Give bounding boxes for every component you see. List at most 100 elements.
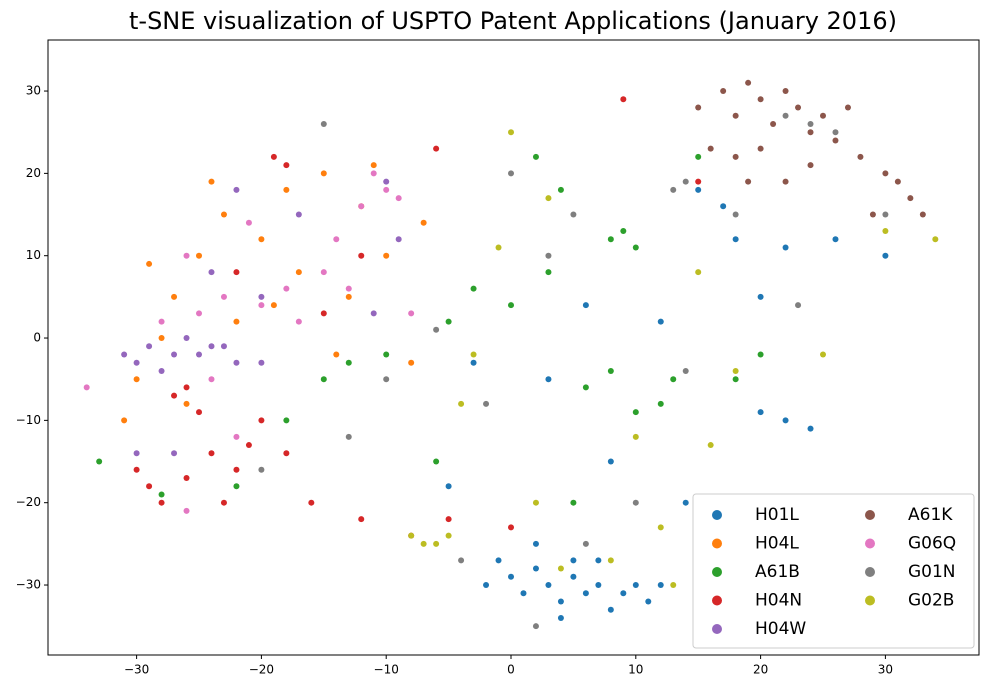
point (732, 112, 739, 119)
y-tick-label: −10 (16, 413, 41, 427)
point (557, 614, 564, 621)
legend-label: H04L (755, 534, 799, 554)
point (171, 351, 178, 358)
point (208, 343, 215, 350)
point (270, 302, 277, 309)
point (682, 367, 689, 374)
point (695, 104, 702, 111)
legend-label: H04N (755, 591, 802, 611)
point (233, 269, 240, 276)
point (894, 178, 901, 185)
legend-marker (712, 595, 722, 606)
point (383, 252, 390, 259)
point (358, 203, 365, 210)
legend-label: H01L (755, 505, 799, 525)
point (196, 409, 203, 416)
point (220, 211, 227, 218)
point (233, 466, 240, 473)
point (333, 351, 340, 358)
point (171, 392, 178, 399)
point (620, 228, 627, 235)
point (869, 211, 876, 218)
point (220, 499, 227, 506)
point (208, 178, 215, 185)
point (258, 417, 265, 424)
point (433, 540, 440, 547)
point (383, 351, 390, 358)
point (632, 582, 639, 589)
point (595, 557, 602, 564)
point (470, 359, 477, 366)
point (695, 178, 702, 185)
point (158, 491, 165, 498)
point (770, 120, 777, 127)
x-tick-label: 20 (753, 663, 768, 677)
point (732, 153, 739, 160)
point (370, 310, 377, 317)
y-tick-label: −20 (16, 495, 41, 509)
point (220, 343, 227, 350)
point (133, 466, 140, 473)
point (745, 178, 752, 185)
point (146, 343, 153, 350)
point (932, 236, 939, 243)
point (732, 211, 739, 218)
point (757, 351, 764, 358)
point (882, 228, 889, 235)
point (133, 359, 140, 366)
point (233, 483, 240, 490)
point (732, 367, 739, 374)
legend-marker (712, 538, 722, 549)
point (258, 236, 265, 243)
point (732, 236, 739, 243)
point (620, 96, 627, 103)
point (707, 442, 714, 449)
point (308, 499, 315, 506)
point (607, 557, 614, 564)
point (133, 450, 140, 457)
point (370, 170, 377, 177)
point (607, 236, 614, 243)
point (433, 458, 440, 465)
point (408, 310, 415, 317)
point (183, 335, 190, 342)
point (133, 376, 140, 383)
point (158, 499, 165, 506)
point (657, 582, 664, 589)
point (532, 499, 539, 506)
point (632, 499, 639, 506)
point (233, 318, 240, 325)
point (320, 120, 327, 127)
point (358, 252, 365, 259)
point (807, 425, 814, 432)
point (919, 211, 926, 218)
point (345, 293, 352, 300)
point (557, 598, 564, 605)
legend-marker (712, 624, 722, 634)
point (458, 557, 465, 564)
point (171, 450, 178, 457)
point (158, 318, 165, 325)
point (508, 129, 515, 136)
chart-title: t-SNE visualization of USPTO Patent Appl… (129, 7, 897, 35)
point (607, 367, 614, 374)
legend-marker (865, 538, 875, 549)
point (682, 178, 689, 185)
point (757, 96, 764, 103)
point (782, 112, 789, 119)
point (557, 186, 564, 193)
legend-marker (865, 567, 875, 577)
point (345, 285, 352, 292)
point (695, 186, 702, 193)
legend-label: H04W (755, 619, 806, 639)
point (732, 376, 739, 383)
point (395, 195, 402, 202)
point (433, 326, 440, 333)
point (807, 129, 814, 136)
point (395, 236, 402, 243)
point (657, 400, 664, 407)
legend-label: G01N (908, 562, 956, 582)
point (508, 524, 515, 531)
legend-label: A61K (908, 505, 953, 525)
